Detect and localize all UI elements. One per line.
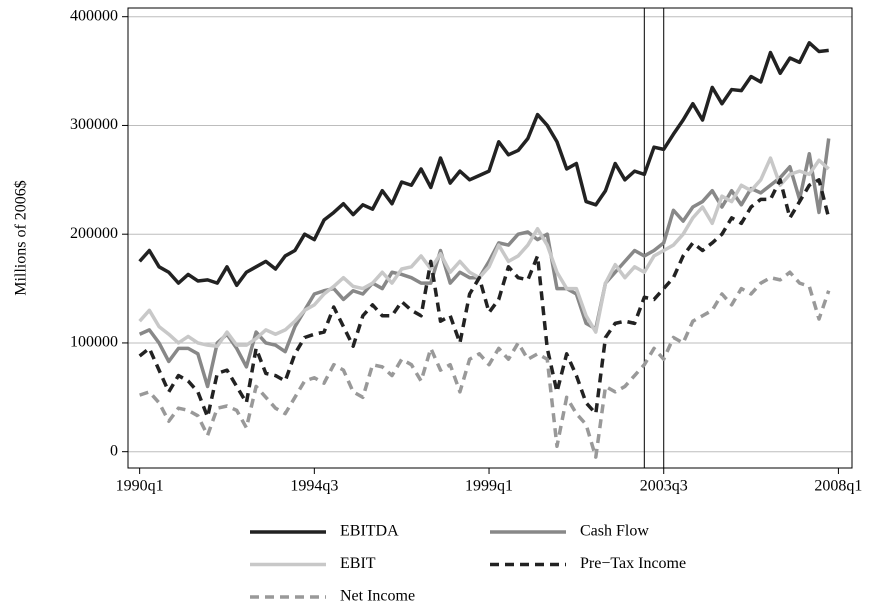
legend-label: EBITDA xyxy=(340,523,399,540)
y-tick-label: 400000 xyxy=(70,7,118,24)
x-tick-label: 1994q3 xyxy=(290,478,338,495)
x-tick-label: 2008q1 xyxy=(814,478,862,495)
y-tick-label: 200000 xyxy=(70,225,118,242)
x-tick-label: 1990q1 xyxy=(116,478,164,495)
series-line xyxy=(138,138,831,389)
y-tick-label: 100000 xyxy=(70,334,118,351)
y-tick-label: 300000 xyxy=(70,116,118,133)
series-line xyxy=(139,270,831,459)
y-axis-label: Millions of 2006$ xyxy=(13,180,30,296)
x-tick-label: 1999q1 xyxy=(465,478,513,495)
y-tick-label: 0 xyxy=(110,442,118,459)
legend-label: Net Income xyxy=(340,588,415,605)
legend-label: Pre−Tax Income xyxy=(580,555,686,572)
series-line xyxy=(138,156,830,348)
legend-label: EBIT xyxy=(340,555,376,572)
series-line xyxy=(138,41,829,288)
x-tick-label: 2003q3 xyxy=(640,478,688,495)
plot-frame xyxy=(127,7,853,469)
series-line xyxy=(138,178,831,419)
legend-label: Cash Flow xyxy=(580,523,649,540)
